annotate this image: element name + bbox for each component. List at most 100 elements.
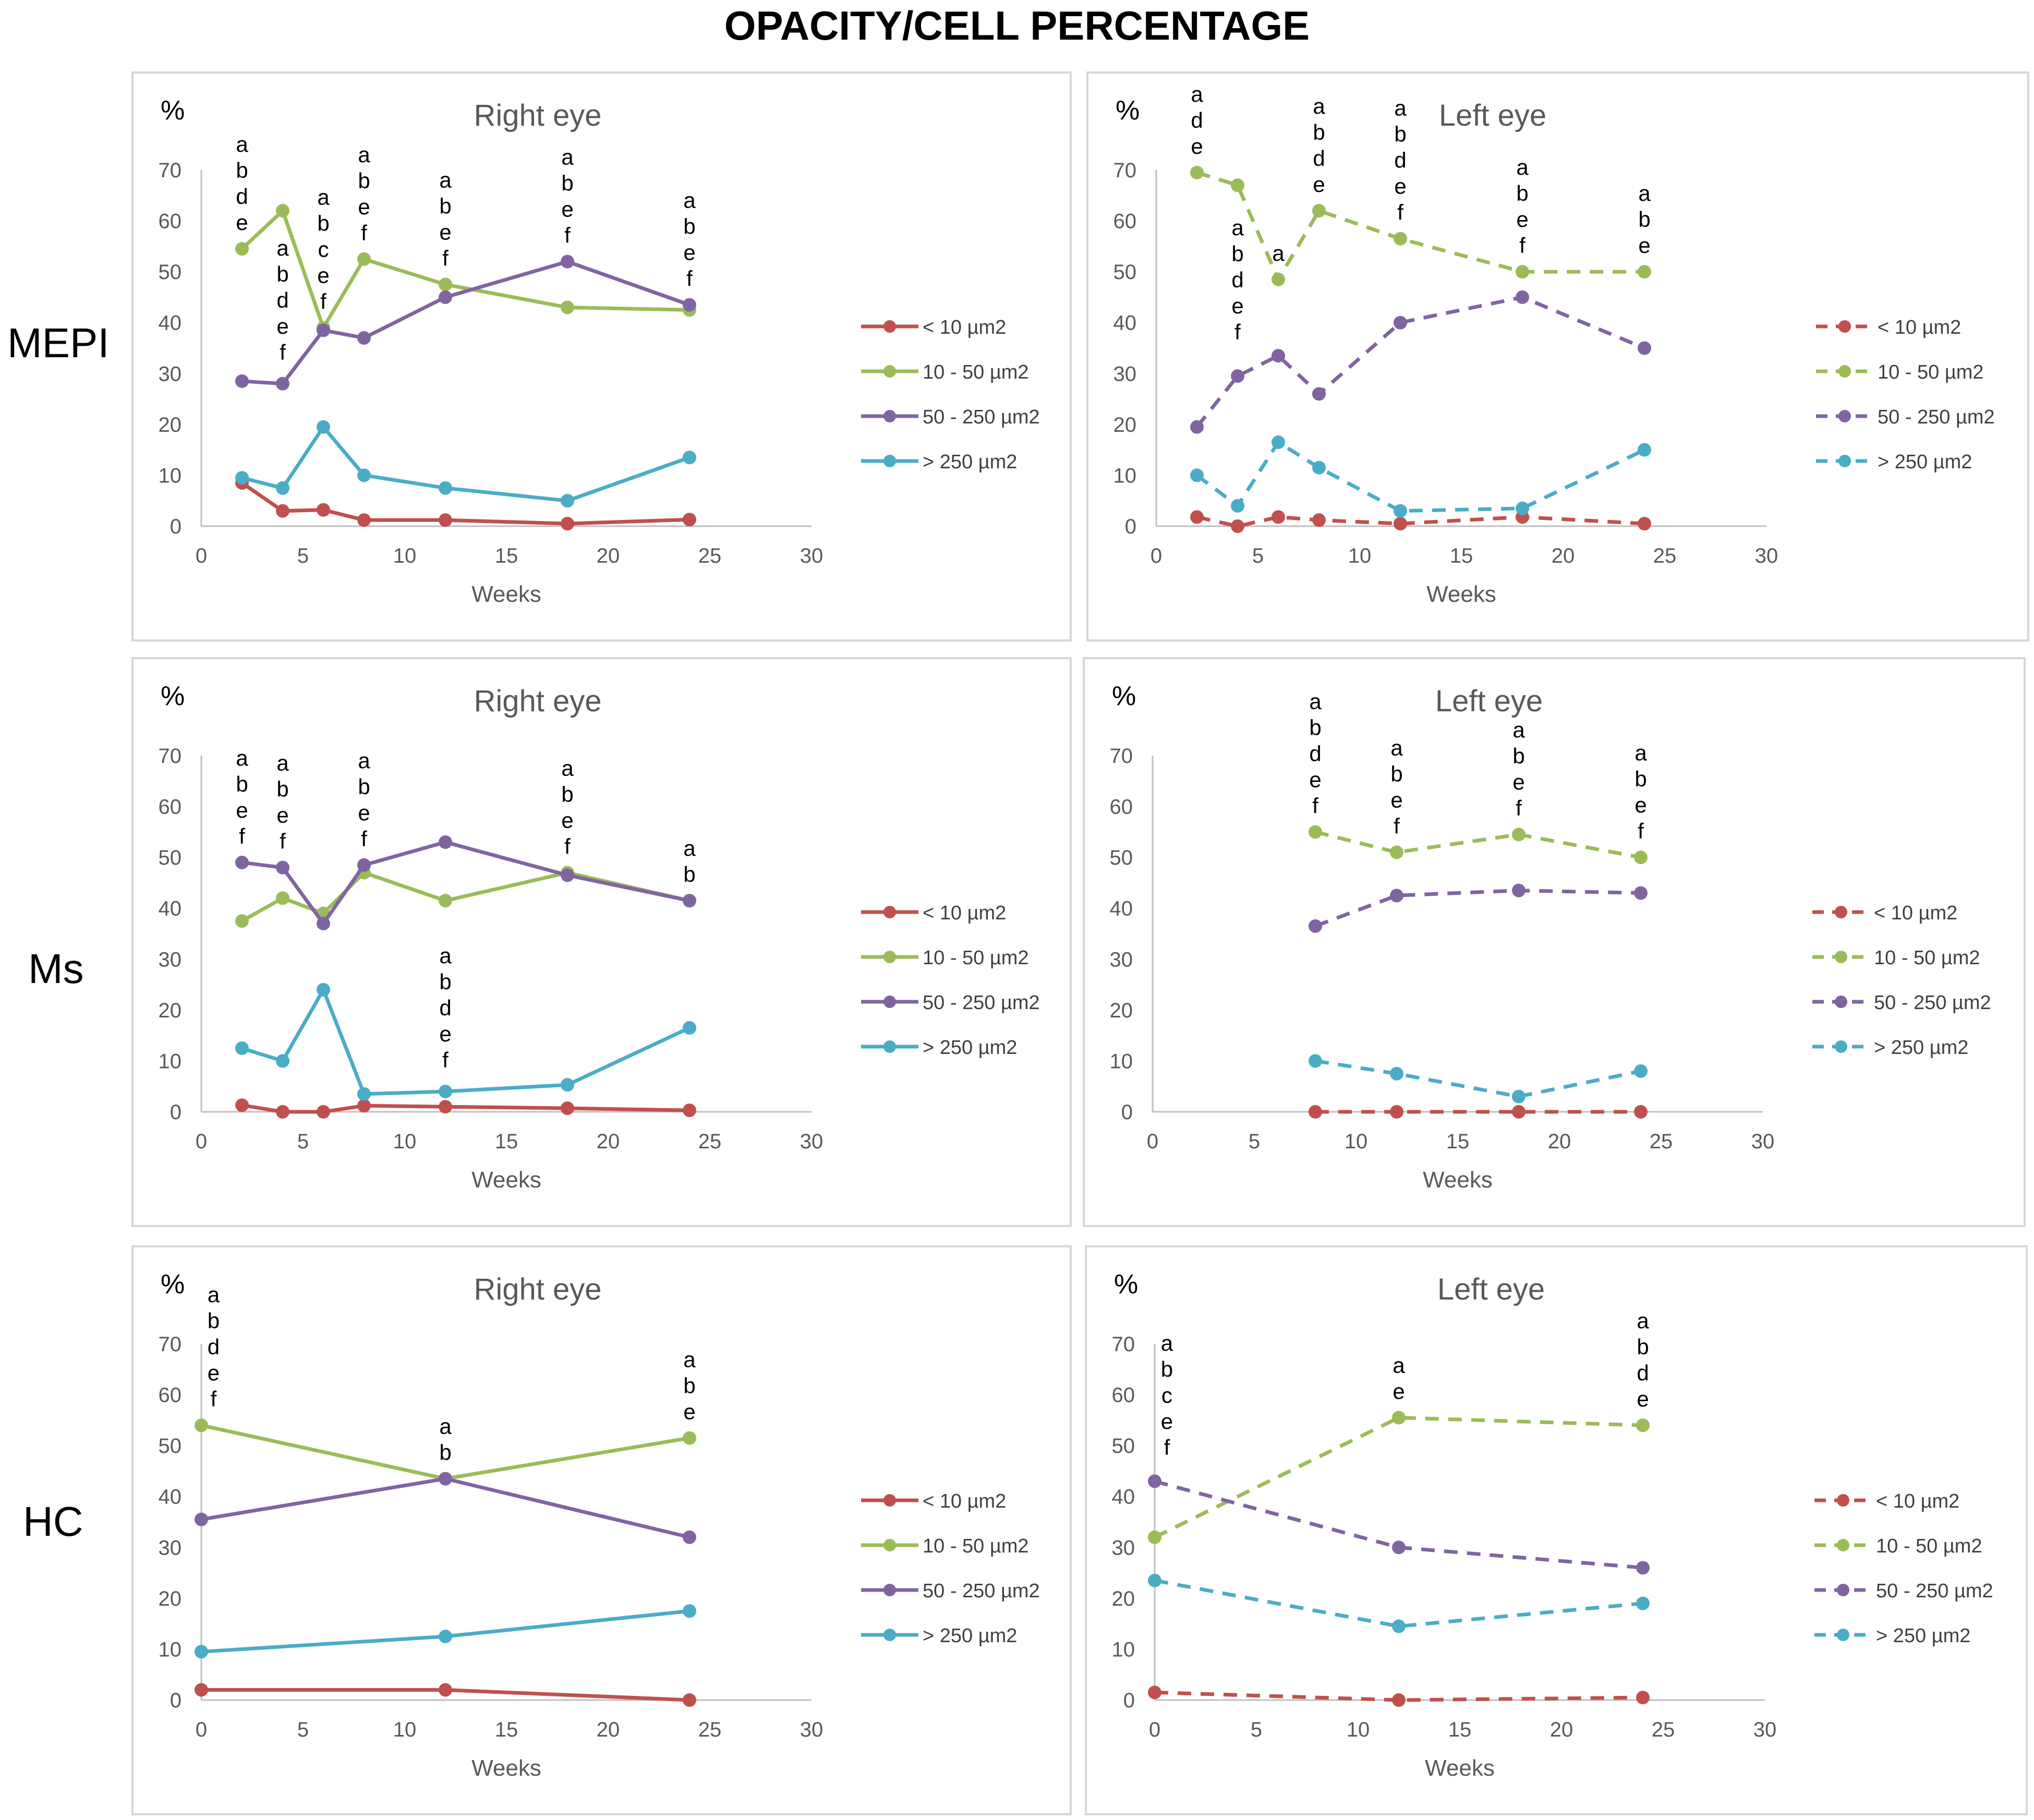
x-tick-label: 10 bbox=[1345, 1130, 1368, 1153]
data-point-50-250 bbox=[1512, 883, 1526, 897]
legend-marker-10-50 bbox=[883, 951, 896, 963]
data-point-10-50 bbox=[1636, 1418, 1650, 1433]
data-point-10-50 bbox=[195, 1418, 208, 1433]
data-point-50-250 bbox=[357, 331, 371, 345]
legend-marker-lt10 bbox=[1835, 906, 1847, 918]
legend-label-gt250: > 250 µm2 bbox=[923, 1625, 1017, 1647]
significance-letter: f bbox=[564, 834, 571, 858]
data-point-50-250 bbox=[683, 1530, 696, 1544]
y-axis-unit-label: % bbox=[1116, 95, 1140, 126]
y-tick-label: 0 bbox=[1121, 1101, 1133, 1124]
significance-letter: b bbox=[561, 782, 573, 806]
y-tick-label: 60 bbox=[159, 1384, 182, 1407]
legend-marker-50-250 bbox=[883, 410, 896, 422]
legend-label-gt250: > 250 µm2 bbox=[923, 1037, 1017, 1059]
data-point-50-250 bbox=[1272, 349, 1285, 363]
legend-label-lt10: < 10 µm2 bbox=[1876, 1490, 1959, 1512]
x-tick-label: 20 bbox=[1548, 1130, 1571, 1153]
y-axis-unit-label: % bbox=[161, 95, 185, 126]
legend-marker-lt10 bbox=[883, 906, 896, 918]
y-tick-label: 0 bbox=[170, 1101, 181, 1124]
significance-letter: b bbox=[1512, 744, 1524, 768]
x-tick-label: 5 bbox=[297, 1130, 309, 1153]
significance-letter: a bbox=[1394, 96, 1407, 120]
legend-label-50-250: 50 - 250 µm2 bbox=[1876, 1580, 1993, 1602]
significance-letter: a bbox=[358, 748, 370, 773]
x-tick-label: 25 bbox=[698, 1130, 722, 1153]
data-point-10-50 bbox=[1312, 204, 1326, 218]
x-tick-label: 30 bbox=[1755, 544, 1778, 567]
y-tick-label: 50 bbox=[1110, 846, 1133, 869]
data-point-10-50 bbox=[357, 252, 371, 266]
legend-marker-gt250 bbox=[883, 455, 896, 467]
series-line-10-50 bbox=[1154, 1415, 1643, 1539]
x-tick-label: 25 bbox=[1652, 1718, 1675, 1741]
significance-letter: f bbox=[280, 340, 286, 365]
x-tick-label: 15 bbox=[495, 544, 518, 567]
significance-letter: b bbox=[439, 1440, 451, 1465]
series-line-gt250 bbox=[241, 425, 691, 503]
significance-letter: e bbox=[276, 803, 288, 828]
significance-letter: f bbox=[320, 289, 326, 313]
x-axis-label: Weeks bbox=[471, 1167, 541, 1193]
significance-letter: e bbox=[358, 195, 370, 219]
legend-marker-10-50 bbox=[883, 1539, 896, 1551]
x-tick-label: 0 bbox=[1149, 1718, 1160, 1741]
x-tick-label: 20 bbox=[1552, 544, 1575, 567]
legend-marker-10-50 bbox=[1838, 365, 1851, 378]
legend-marker-10-50 bbox=[1837, 1539, 1849, 1551]
data-point-lt10 bbox=[1190, 510, 1204, 524]
significance-letter: a bbox=[1638, 181, 1651, 205]
data-point-lt10 bbox=[439, 513, 452, 527]
y-tick-label: 20 bbox=[159, 1587, 182, 1610]
data-point-lt10 bbox=[1312, 513, 1326, 527]
significance-letter: e bbox=[236, 210, 248, 235]
data-point-50-250 bbox=[1309, 919, 1322, 933]
data-point-lt10 bbox=[1272, 510, 1285, 524]
x-tick-label: 0 bbox=[196, 544, 207, 567]
significance-letter: b bbox=[683, 1374, 695, 1398]
y-tick-label: 40 bbox=[159, 312, 182, 335]
y-axis-unit-label: % bbox=[161, 1269, 185, 1300]
significance-letter: a bbox=[1637, 1308, 1649, 1333]
series-line-lt10 bbox=[1196, 515, 1645, 528]
data-point-lt10 bbox=[1309, 1105, 1322, 1119]
data-point-50-250 bbox=[561, 868, 574, 882]
legend-marker-50-250 bbox=[883, 996, 896, 1008]
significance-letter: d bbox=[236, 184, 248, 209]
series-line-lt10 bbox=[241, 1103, 690, 1114]
data-point-lt10 bbox=[1231, 519, 1244, 533]
legend-marker-gt250 bbox=[883, 1040, 896, 1053]
y-tick-label: 30 bbox=[159, 362, 182, 385]
data-point-50-250 bbox=[1148, 1474, 1161, 1488]
y-tick-label: 50 bbox=[159, 846, 182, 869]
data-point-50-250 bbox=[683, 894, 696, 908]
significance-letter: a bbox=[236, 132, 248, 156]
y-tick-label: 30 bbox=[159, 948, 182, 971]
data-point-lt10 bbox=[1148, 1685, 1161, 1700]
data-point-10-50 bbox=[439, 894, 452, 908]
data-point-50-250 bbox=[1634, 886, 1648, 900]
data-point-gt250 bbox=[561, 1078, 574, 1092]
x-tick-label: 5 bbox=[297, 544, 309, 567]
data-point-gt250 bbox=[1148, 1573, 1161, 1587]
chart-title: Right eye bbox=[474, 99, 601, 132]
y-tick-label: 20 bbox=[159, 414, 182, 436]
y-tick-label: 0 bbox=[1125, 515, 1136, 538]
data-point-50-250 bbox=[1394, 316, 1407, 330]
significance-letter: a bbox=[1313, 94, 1325, 118]
y-tick-label: 10 bbox=[159, 1050, 182, 1073]
significance-letter: f bbox=[442, 246, 449, 271]
data-point-50-250 bbox=[561, 254, 574, 269]
data-point-50-250 bbox=[1516, 290, 1529, 304]
x-tick-label: 5 bbox=[1252, 544, 1264, 567]
legend-marker-lt10 bbox=[883, 1494, 896, 1507]
legend-label-lt10: < 10 µm2 bbox=[923, 317, 1006, 338]
data-point-10-50 bbox=[1392, 1411, 1406, 1425]
significance-letter: f bbox=[211, 1387, 217, 1411]
data-point-lt10 bbox=[276, 504, 289, 518]
data-point-gt250 bbox=[357, 468, 371, 482]
significance-letter: e bbox=[1512, 770, 1524, 794]
significance-letter: a bbox=[236, 746, 248, 770]
x-tick-label: 30 bbox=[1753, 1718, 1777, 1741]
